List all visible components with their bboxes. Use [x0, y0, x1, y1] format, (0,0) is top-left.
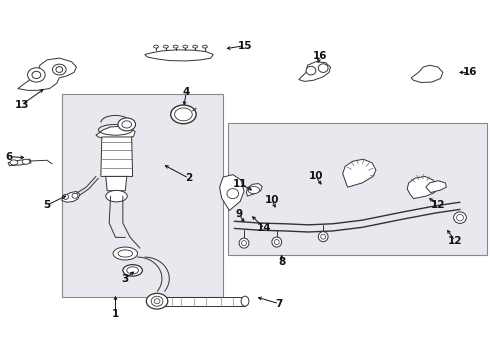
Ellipse shape — [202, 45, 207, 48]
Ellipse shape — [151, 296, 163, 306]
Ellipse shape — [32, 71, 41, 78]
Ellipse shape — [454, 212, 466, 224]
Ellipse shape — [183, 45, 188, 48]
Text: 13: 13 — [14, 100, 29, 110]
Polygon shape — [246, 184, 262, 196]
Polygon shape — [299, 62, 331, 81]
Text: 4: 4 — [183, 87, 190, 97]
Text: 15: 15 — [238, 41, 252, 50]
Text: 1: 1 — [112, 310, 119, 319]
Ellipse shape — [22, 159, 30, 164]
Ellipse shape — [147, 293, 168, 309]
Ellipse shape — [457, 215, 464, 221]
Polygon shape — [411, 65, 443, 82]
Ellipse shape — [52, 64, 66, 75]
Bar — [62, 94, 223, 297]
Polygon shape — [343, 159, 376, 187]
Ellipse shape — [239, 238, 249, 248]
Text: 12: 12 — [431, 200, 445, 210]
Text: 8: 8 — [278, 257, 285, 267]
Ellipse shape — [63, 194, 69, 199]
Polygon shape — [162, 297, 245, 306]
Ellipse shape — [171, 105, 196, 124]
Bar — [228, 123, 487, 255]
Text: 7: 7 — [275, 299, 283, 309]
Text: 9: 9 — [236, 209, 243, 219]
Ellipse shape — [274, 239, 279, 244]
Ellipse shape — [154, 299, 160, 304]
Ellipse shape — [56, 67, 63, 72]
Polygon shape — [101, 137, 133, 176]
Ellipse shape — [321, 234, 326, 239]
Text: 16: 16 — [313, 51, 327, 61]
Ellipse shape — [163, 45, 168, 48]
Ellipse shape — [248, 186, 260, 194]
Polygon shape — [96, 126, 135, 140]
Ellipse shape — [272, 237, 282, 247]
Text: 12: 12 — [448, 236, 463, 246]
Text: 14: 14 — [257, 224, 272, 233]
Ellipse shape — [113, 247, 138, 260]
Ellipse shape — [318, 64, 328, 72]
Ellipse shape — [122, 121, 132, 128]
Ellipse shape — [154, 45, 159, 48]
Ellipse shape — [318, 231, 328, 242]
Polygon shape — [106, 176, 127, 191]
Ellipse shape — [10, 160, 18, 165]
Polygon shape — [426, 181, 446, 193]
Polygon shape — [220, 175, 244, 211]
Ellipse shape — [123, 265, 143, 276]
Polygon shape — [62, 192, 80, 202]
Ellipse shape — [118, 118, 136, 131]
Ellipse shape — [127, 267, 139, 274]
Ellipse shape — [27, 68, 45, 82]
Ellipse shape — [118, 250, 133, 257]
Ellipse shape — [193, 45, 197, 48]
Polygon shape — [145, 50, 213, 61]
Text: 10: 10 — [265, 195, 279, 205]
Text: 3: 3 — [122, 274, 129, 284]
Ellipse shape — [72, 193, 78, 198]
Text: 11: 11 — [233, 179, 247, 189]
Ellipse shape — [227, 189, 239, 199]
Ellipse shape — [106, 190, 127, 202]
Polygon shape — [8, 159, 31, 166]
Text: 10: 10 — [309, 171, 323, 181]
Text: 16: 16 — [463, 67, 477, 77]
Ellipse shape — [174, 108, 192, 121]
Text: 6: 6 — [6, 152, 13, 162]
Polygon shape — [407, 176, 437, 199]
Polygon shape — [18, 58, 76, 90]
Text: 2: 2 — [185, 173, 193, 183]
Ellipse shape — [241, 296, 249, 306]
Text: 5: 5 — [44, 200, 51, 210]
Ellipse shape — [242, 240, 246, 246]
Ellipse shape — [173, 45, 178, 48]
Ellipse shape — [306, 66, 316, 75]
